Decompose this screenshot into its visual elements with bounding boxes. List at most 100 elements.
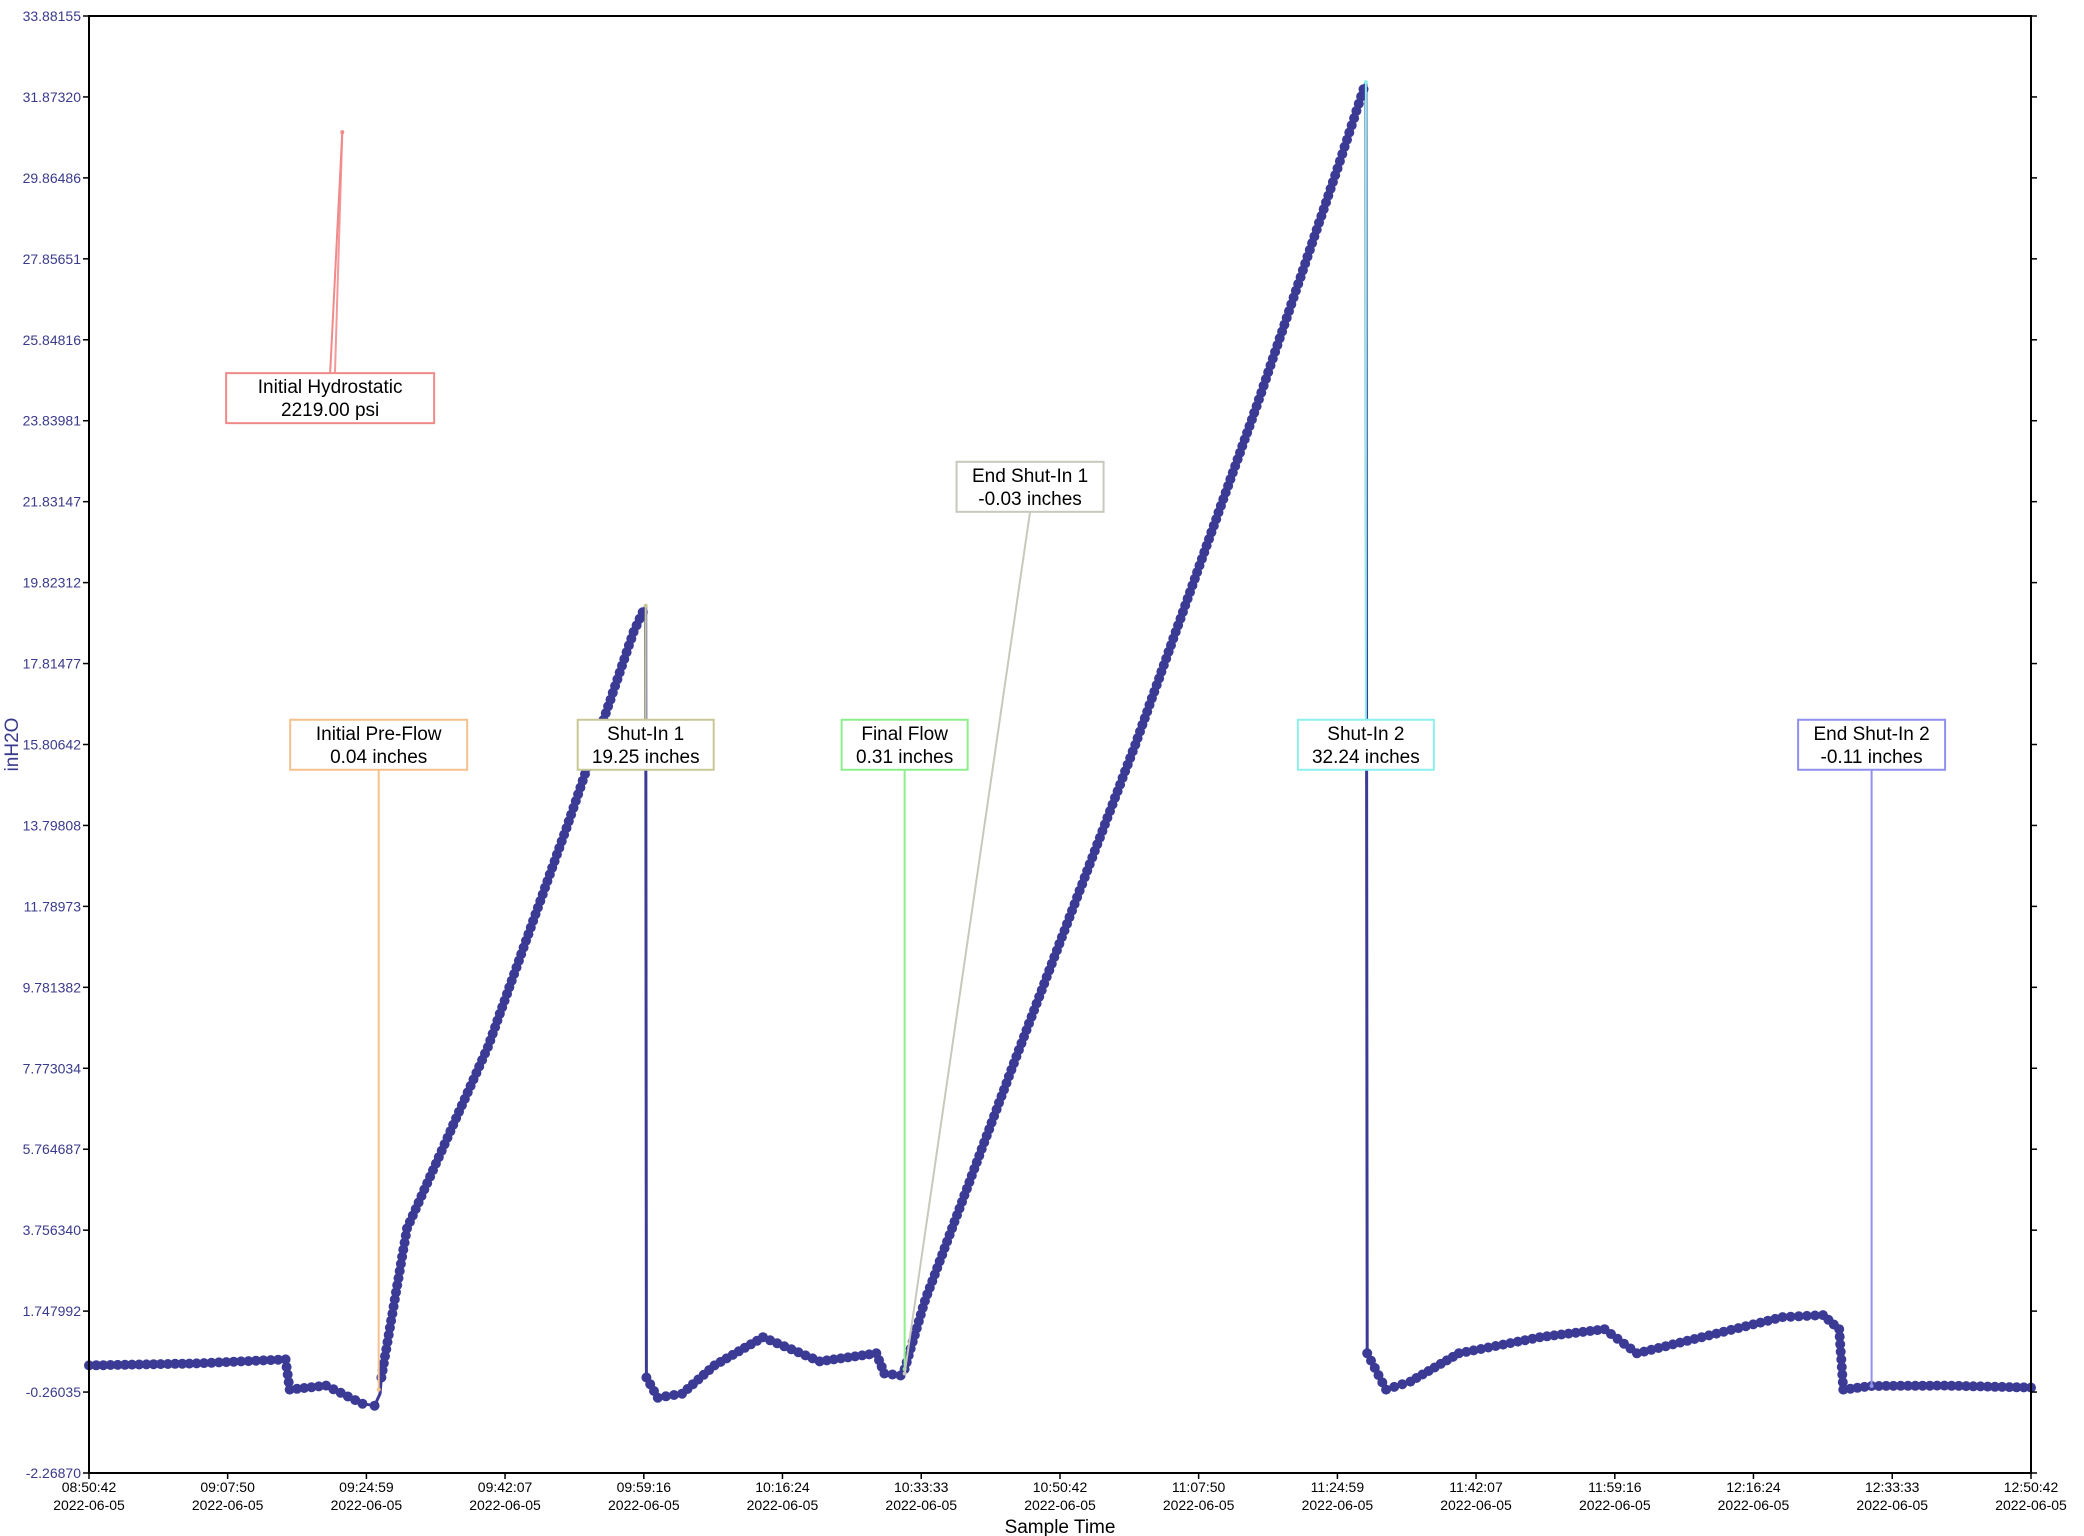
series-point	[299, 1383, 310, 1393]
y-tick-label: 15.80642	[23, 737, 82, 753]
initial-pre-flow-anchor	[376, 1387, 381, 1392]
series-point	[191, 1358, 202, 1369]
x-tick-time-label: 11:42:07	[1449, 1479, 1503, 1495]
y-tick-label: 19.82312	[23, 575, 82, 591]
x-tick-date-label: 2022-06-05	[1302, 1497, 1374, 1513]
series-point	[119, 1359, 130, 1370]
end-shut-in-1-anchor	[902, 1371, 907, 1376]
x-tick-time-label: 09:24:59	[339, 1479, 394, 1495]
y-tick-label: 17.81477	[23, 656, 82, 672]
end-shut-in-1-box	[955, 460, 1105, 513]
series-point	[141, 1359, 152, 1370]
x-tick-time-label: 12:50:42	[2004, 1479, 2059, 1495]
series-point	[2011, 1382, 2022, 1393]
series-point	[1358, 84, 1369, 95]
x-tick-time-label: 09:07:50	[200, 1479, 255, 1495]
series-point	[1939, 1380, 1950, 1391]
series-point	[652, 1392, 663, 1403]
x-tick-time-label: 09:59:16	[617, 1479, 672, 1495]
y-tick-label: 1.747992	[23, 1303, 82, 1319]
y-tick-label: 3.756340	[23, 1222, 82, 1238]
series-point	[282, 1369, 293, 1380]
x-tick-time-label: 10:50:42	[1033, 1479, 1088, 1495]
series-point	[1834, 1324, 1845, 1335]
series-point	[1982, 1381, 1993, 1392]
series-point	[1924, 1380, 1935, 1391]
shut-in-1-label-title: Shut-In 1	[607, 724, 684, 745]
series-point	[105, 1360, 116, 1370]
x-tick-date-label: 2022-06-05	[1440, 1497, 1512, 1513]
final-flow-label-value: 0.31 inches	[856, 747, 953, 768]
y-axis: 33.88155 31.87320 29.86486 27.85651 25.84816…	[23, 8, 2037, 1481]
x-tick-date-label: 2022-06-05	[885, 1497, 957, 1513]
series-point	[1834, 1331, 1845, 1342]
x-tick-time-label: 12:33:33	[1865, 1479, 1920, 1495]
y-tick-label: 33.88155	[23, 8, 82, 24]
series-point	[2004, 1382, 2015, 1393]
x-tick-time-label: 12:16:24	[1726, 1479, 1781, 1495]
series-point	[91, 1360, 102, 1371]
initial-hydrostatic-label-title: Initial Hydrostatic	[258, 377, 403, 398]
series-point	[243, 1356, 254, 1367]
series-point	[199, 1358, 209, 1369]
series-point	[98, 1360, 109, 1371]
end-shut-in-2-label-value: -0.11 inches	[1821, 747, 1923, 768]
series-point	[1389, 1381, 1400, 1392]
series-point	[284, 1384, 295, 1395]
series-point	[1837, 1377, 1848, 1388]
series-point	[669, 1390, 679, 1400]
initial-hydrostatic-label-value: 2219.00 psi	[281, 400, 379, 421]
series-point	[660, 1391, 671, 1402]
series-point	[148, 1359, 159, 1370]
end-shut-in-1-label-title: End Shut-In 1	[972, 466, 1088, 487]
series-point	[1881, 1380, 1892, 1391]
series-point	[1397, 1379, 1408, 1390]
x-tick-time-label: 11:07:50	[1172, 1479, 1226, 1495]
y-tick-label: 9.781382	[23, 979, 82, 995]
series-point	[221, 1357, 232, 1368]
series-point	[1917, 1380, 1928, 1391]
series-point	[265, 1355, 276, 1366]
initial-hydrostatic-box	[225, 372, 436, 425]
shut-in-2-box	[1296, 718, 1435, 771]
series-point	[1873, 1381, 1884, 1391]
series-point	[1835, 1339, 1846, 1350]
final-flow-label-title: Final Flow	[861, 724, 948, 745]
series-point	[1989, 1381, 2000, 1392]
series-point	[155, 1359, 166, 1370]
y-tick-label: 13.79808	[23, 817, 82, 833]
series-point	[1903, 1380, 1913, 1391]
series-point	[1961, 1381, 1972, 1392]
series-layer	[84, 80, 2036, 1411]
series-point	[283, 1377, 294, 1388]
series-point	[1946, 1380, 1957, 1391]
series-point	[177, 1358, 188, 1369]
y-tick-label: 7.773034	[23, 1060, 82, 1076]
x-tick-date-label: 2022-06-05	[1163, 1497, 1235, 1513]
series-point	[1997, 1381, 2008, 1392]
series-point	[1835, 1346, 1846, 1357]
series-point	[1810, 1310, 1820, 1321]
shut-in-2-anchor	[1363, 80, 1368, 85]
x-tick-date-label: 2022-06-05	[331, 1497, 403, 1513]
y-tick-label: 5.764687	[23, 1141, 82, 1157]
series-point	[170, 1358, 181, 1369]
series-point	[357, 1398, 368, 1409]
series-point	[127, 1359, 137, 1370]
x-tick-date-label: 2022-06-05	[1995, 1497, 2067, 1513]
y-tick-label: 21.83147	[23, 494, 82, 510]
y-tick-label: 11.78973	[24, 898, 82, 914]
series-point	[1910, 1380, 1921, 1391]
series-point	[1895, 1380, 1906, 1391]
x-tick-time-label: 09:42:07	[478, 1479, 533, 1495]
shut-in-2-label-value: 32.24 inches	[1312, 747, 1420, 768]
x-tick-date-label: 2022-06-05	[1579, 1497, 1651, 1513]
x-tick-date-label: 2022-06-05	[192, 1497, 264, 1513]
x-tick-date-label: 2022-06-05	[1024, 1497, 1096, 1513]
y-tick-label: 29.86486	[23, 170, 82, 186]
series-point	[1483, 1342, 1494, 1353]
initial-hydrostatic-leader	[329, 132, 344, 374]
x-tick-time-label: 08:50:42	[62, 1479, 117, 1495]
